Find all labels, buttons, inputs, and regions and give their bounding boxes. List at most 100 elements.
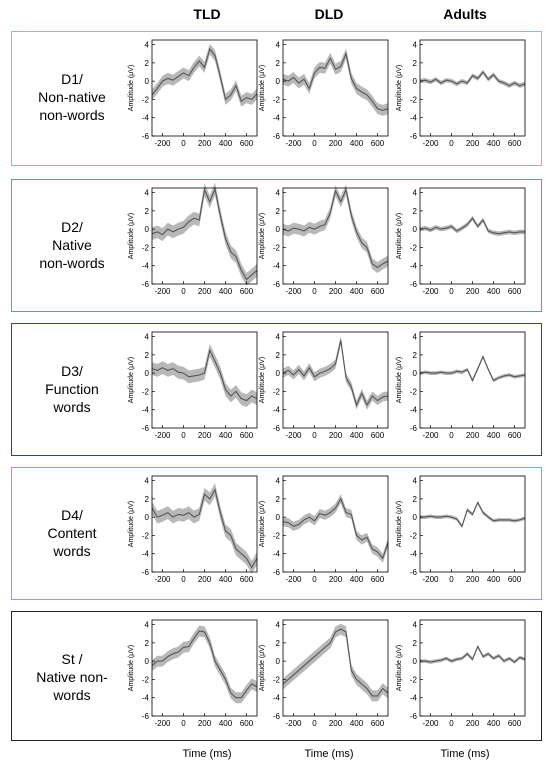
x-tick-label: 400 — [487, 287, 501, 296]
erp-mean-line — [282, 497, 389, 560]
y-tick-label: -6 — [273, 568, 281, 577]
x-tick-label: 600 — [508, 719, 522, 728]
y-tick-label: 0 — [145, 513, 150, 522]
y-tick-label: 4 — [413, 621, 418, 630]
y-tick-label: 2 — [276, 495, 281, 504]
y-tick-label: 4 — [276, 477, 281, 486]
y-tick-label: 0 — [145, 77, 150, 86]
erp-mean-line — [151, 47, 258, 103]
x-tick-label: 0 — [312, 139, 317, 148]
y-tick-label: 4 — [145, 621, 150, 630]
y-tick-label: 0 — [413, 513, 418, 522]
x-axis-title-adults: Time (ms) — [440, 748, 490, 760]
x-tick-label: 600 — [371, 575, 385, 584]
x-tick-label: 400 — [350, 287, 364, 296]
erp-panel-r3-c1: 4 2 0 -2 -4 -6 -200 0 200 400 600 Amplitude (μV) — [259, 475, 389, 584]
y-tick-label: -4 — [142, 114, 150, 123]
y-tick-label: 4 — [145, 41, 150, 50]
erp-mean-line — [282, 51, 389, 111]
y-tick-label: 0 — [276, 369, 281, 378]
y-tick-label: -2 — [273, 95, 281, 104]
x-tick-label: 600 — [371, 139, 385, 148]
y-tick-label: -6 — [410, 132, 418, 141]
row-label-d4: D4/Content words — [47, 507, 97, 559]
y-tick-label: 4 — [276, 189, 281, 198]
erp-panel-r1-c1: 4 2 0 -2 -4 -6 -200 0 200 400 600 Amplitude (μV) — [259, 184, 389, 296]
y-axis-title: Amplitude (μV) — [259, 357, 266, 403]
y-tick-label: -2 — [410, 243, 418, 252]
y-tick-label: -6 — [142, 132, 150, 141]
erp-error-band — [420, 215, 525, 236]
y-tick-label: 0 — [145, 225, 150, 234]
x-tick-label: 200 — [466, 575, 480, 584]
x-tick-label: 600 — [371, 431, 385, 440]
x-tick-label: -200 — [285, 575, 302, 584]
y-tick-label: -4 — [410, 694, 418, 703]
plot-frame — [419, 619, 526, 717]
y-axis-title: Amplitude (μV) — [259, 645, 266, 691]
y-tick-label: -6 — [142, 568, 150, 577]
y-tick-label: -4 — [142, 550, 150, 559]
plot-frame — [282, 187, 389, 285]
y-axis-title: Amplitude (μV) — [259, 65, 266, 111]
y-tick-label: 2 — [276, 59, 281, 68]
y-tick-label: 2 — [145, 639, 150, 648]
erp-error-band — [283, 623, 388, 702]
erp-mean-line — [420, 501, 526, 528]
y-tick-label: 0 — [145, 369, 150, 378]
column-header-adults: Adults — [443, 6, 487, 22]
x-tick-label: 400 — [350, 575, 364, 584]
y-tick-label: 4 — [145, 477, 150, 486]
erp-mean-line — [420, 645, 526, 663]
erp-panel-r1-c2: 4 2 0 -2 -4 -6 -200 0 200 400 600 Amplitude (μV) — [396, 187, 526, 296]
x-tick-label: 400 — [350, 719, 364, 728]
x-tick-label: 200 — [198, 431, 212, 440]
x-tick-label: 400 — [219, 431, 233, 440]
y-tick-label: -2 — [273, 675, 281, 684]
x-tick-label: 600 — [508, 139, 522, 148]
y-tick-label: -2 — [142, 95, 150, 104]
x-tick-label: 400 — [350, 139, 364, 148]
y-axis-title: Amplitude (μV) — [396, 213, 403, 259]
x-tick-label: 600 — [371, 719, 385, 728]
erp-mean-line — [282, 187, 389, 269]
erp-mean-line — [151, 348, 258, 402]
x-tick-label: 0 — [312, 575, 317, 584]
y-tick-label: -4 — [410, 262, 418, 271]
plot-frame — [151, 39, 258, 137]
x-axis-title-dld: Time (ms) — [304, 748, 354, 760]
y-axis-title: Amplitude (μV) — [259, 213, 266, 259]
y-tick-label: 0 — [276, 77, 281, 86]
y-tick-label: 4 — [413, 41, 418, 50]
y-tick-label: -2 — [410, 531, 418, 540]
y-axis-title: Amplitude (μV) — [396, 501, 403, 547]
plot-frame — [151, 331, 258, 429]
x-tick-label: 400 — [487, 575, 501, 584]
x-tick-label: 600 — [240, 719, 254, 728]
plot-frame — [282, 331, 389, 429]
y-tick-label: -6 — [142, 424, 150, 433]
erp-mean-line — [419, 355, 526, 382]
erp-mean-line — [419, 217, 525, 235]
erp-error-band — [283, 48, 388, 116]
erp-error-band — [152, 343, 257, 407]
y-tick-label: -6 — [142, 712, 150, 721]
erp-error-band — [152, 625, 257, 704]
row-label-d2: D2/Native non-words — [39, 219, 105, 271]
row-label-st: St / Native non-words — [36, 651, 108, 703]
y-tick-label: -2 — [273, 387, 281, 396]
erp-panel-r3-c0: 4 2 0 -2 -4 -6 -200 0 200 400 600 Amplitude (μV) — [128, 475, 258, 584]
y-tick-label: -6 — [410, 424, 418, 433]
x-tick-label: 0 — [449, 431, 454, 440]
erp-error-band — [152, 483, 257, 574]
x-tick-label: -200 — [285, 431, 302, 440]
erp-error-band — [420, 354, 525, 383]
erp-panel-r2-c1: 4 2 0 -2 -4 -6 -200 0 200 400 600 Amplitude (μV) — [259, 331, 389, 440]
y-tick-label: 0 — [413, 225, 418, 234]
y-tick-label: -6 — [273, 424, 281, 433]
y-axis-title: Amplitude (μV) — [128, 65, 135, 111]
y-tick-label: -2 — [410, 95, 418, 104]
y-tick-label: 0 — [276, 657, 281, 666]
y-tick-label: -6 — [273, 132, 281, 141]
erp-panel-r2-c0: 4 2 0 -2 -4 -6 -200 0 200 400 600 Amplitude (μV) — [128, 331, 258, 440]
